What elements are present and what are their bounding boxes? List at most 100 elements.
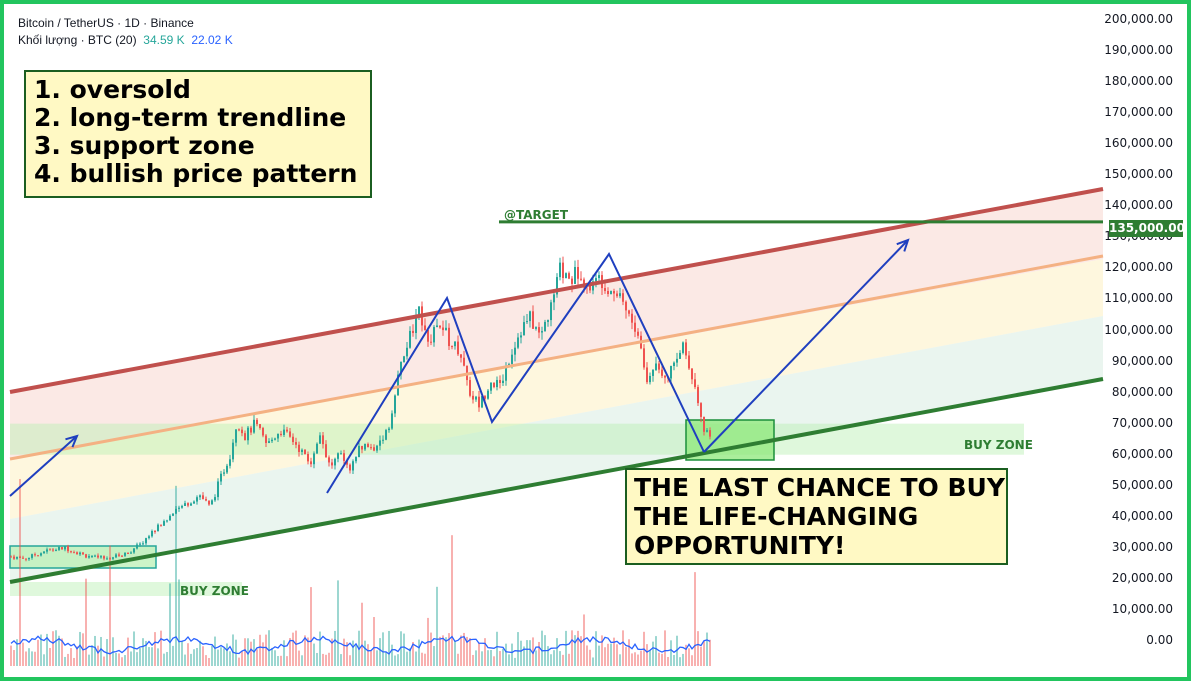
candle-body [268, 441, 270, 443]
candle-body [127, 553, 129, 555]
price-tick-label: 100,000.00 [1104, 322, 1173, 337]
candle-body [175, 508, 177, 514]
candle-body [604, 288, 606, 291]
symbol-title[interactable]: Bitcoin / TetherUS · 1D · Binance [18, 16, 194, 30]
candle-body [556, 277, 558, 295]
volume-bar [346, 642, 348, 666]
candle-body [379, 440, 381, 446]
volume-bar [199, 640, 201, 666]
volume-bar [637, 654, 639, 666]
volume-bar [706, 632, 708, 666]
candle-body [286, 429, 288, 432]
candle-body [688, 355, 690, 369]
volume-bar [370, 651, 372, 666]
volume-bar [397, 654, 399, 666]
candle-body [484, 396, 486, 399]
volume-bar [511, 643, 513, 666]
candle-body [472, 395, 474, 400]
volume-bar [211, 645, 213, 666]
candle-body [331, 462, 333, 466]
candle-body [235, 429, 237, 443]
candle-body [559, 262, 561, 278]
candle-body [85, 554, 87, 558]
candle-body [502, 380, 504, 383]
volume-bar [451, 535, 453, 666]
buy-zone-label-left: BUY ZONE [180, 584, 249, 598]
volume-bar [67, 653, 69, 666]
candle-body [652, 369, 654, 376]
volume-bar [367, 644, 369, 666]
candle-body [415, 316, 417, 334]
candle-body [505, 366, 507, 381]
price-chart[interactable] [4, 4, 1187, 677]
candle-body [220, 473, 222, 482]
candle-body [214, 497, 216, 501]
volume-bar [190, 653, 192, 666]
candle-body [613, 291, 615, 294]
candle-body [349, 464, 351, 471]
candle-body [280, 433, 282, 435]
volume-bar [40, 634, 42, 666]
volume-bar [295, 630, 297, 666]
candle-body [583, 279, 585, 285]
volume-bar [646, 644, 648, 666]
volume-bar [175, 485, 177, 666]
volume-bar [622, 630, 624, 666]
volume-bar [628, 639, 630, 666]
channel-lower-fill [10, 316, 1103, 582]
buy-zone-band-lower [10, 582, 242, 596]
price-tick-label: 20,000.00 [1111, 570, 1173, 585]
volume-bar [388, 630, 390, 666]
volume-label: Khối lượng · BTC (20) [18, 33, 137, 47]
candle-body [697, 387, 699, 404]
volume-bar [598, 645, 600, 666]
volume-bar [490, 650, 492, 666]
candle-body [376, 445, 378, 451]
volume-bar [535, 650, 537, 666]
candle-body [460, 354, 462, 358]
buy-zone-band [10, 423, 1024, 455]
candle-body [160, 524, 162, 526]
volume-bar [193, 649, 195, 666]
volume-bar [616, 644, 618, 666]
volume-bar [304, 635, 306, 666]
candle-body [118, 554, 120, 556]
candle-body [151, 531, 153, 537]
volume-value: 34.59 K [143, 33, 185, 47]
candle-body [58, 547, 60, 550]
candle-body [316, 443, 318, 454]
volume-bar [421, 652, 423, 666]
candle-body [343, 453, 345, 461]
candle-body [112, 557, 114, 559]
candle-body [514, 347, 516, 355]
candle-body [88, 556, 90, 558]
candle-body [550, 302, 552, 321]
volume-bar [709, 639, 711, 666]
candle-body [319, 435, 321, 444]
candle-body [658, 363, 660, 370]
candle-body [313, 453, 315, 465]
candle-body [67, 546, 69, 552]
volume-bar [682, 653, 684, 666]
candle-body [31, 554, 33, 558]
candle-body [262, 428, 264, 436]
volume-bar [379, 638, 381, 666]
candle-body [130, 552, 132, 554]
candle-body [115, 554, 117, 558]
candle-body [310, 461, 312, 465]
candle-body [178, 507, 180, 509]
volume-bar [307, 637, 309, 666]
candle-body [289, 431, 291, 437]
candle-body [574, 267, 576, 284]
volume-bar [700, 646, 702, 666]
volume-bar [454, 641, 456, 666]
candle-body [490, 382, 492, 391]
target-label: @TARGET [504, 208, 569, 222]
volume-bar [151, 647, 153, 666]
volume-bar [493, 656, 495, 666]
candle-body [670, 366, 672, 379]
candle-body [298, 444, 300, 452]
volume-bar [433, 646, 435, 666]
volume-bar [70, 648, 72, 666]
volume-bar [487, 650, 489, 666]
